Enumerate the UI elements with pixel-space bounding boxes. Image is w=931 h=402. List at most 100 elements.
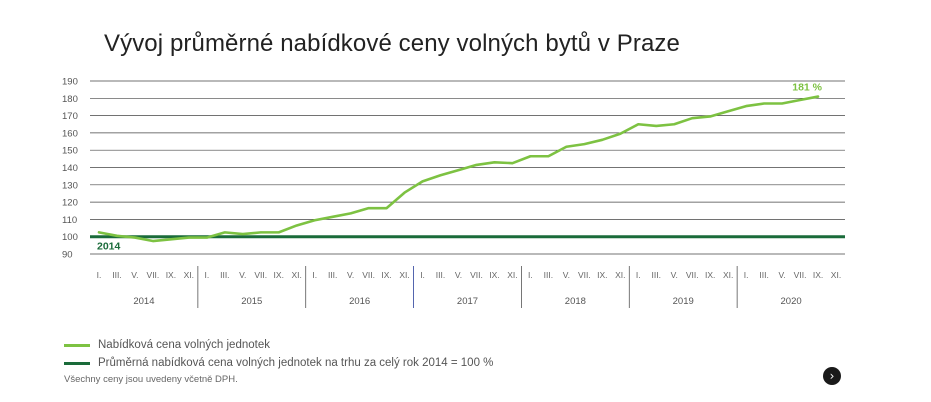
y-tick-label: 110: [62, 215, 77, 226]
x-tick-label: I.: [528, 270, 533, 280]
data-point: [817, 95, 819, 98]
x-tick-label: I.: [636, 270, 641, 280]
data-point: [331, 215, 334, 218]
data-point: [655, 125, 658, 127]
data-point: [385, 207, 388, 210]
data-point: [134, 236, 136, 239]
x-tick-label: XI.: [399, 270, 409, 280]
x-tick-label: IX.: [813, 270, 823, 280]
year-label: 2020: [781, 296, 802, 307]
x-tick-label: I.: [97, 270, 102, 280]
x-tick-label: XI.: [507, 270, 517, 280]
data-point: [367, 207, 370, 210]
x-tick-label: I.: [204, 270, 209, 280]
x-tick-label: V.: [455, 270, 462, 280]
x-tick-label: IX.: [381, 270, 391, 280]
legend-swatch-offer-price: [64, 343, 90, 347]
x-tick-label: VII.: [147, 270, 160, 280]
x-tick-label: VII.: [794, 270, 807, 280]
chevron-right-icon: ›: [829, 369, 835, 383]
x-tick-label: IX.: [489, 270, 499, 280]
y-tick-label: 170: [62, 111, 78, 122]
y-tick-label: 150: [62, 146, 78, 157]
x-tick-label: III.: [759, 270, 768, 280]
x-tick-label: IX.: [705, 270, 715, 280]
data-point: [601, 138, 604, 141]
year-label: 2016: [349, 296, 370, 307]
y-tick-label: 140: [62, 163, 78, 174]
x-tick-label: V.: [239, 270, 246, 280]
data-point: [259, 231, 262, 234]
data-point: [152, 240, 154, 242]
data-point: [619, 132, 622, 135]
x-tick-label: I.: [420, 270, 425, 280]
x-tick-label: VII.: [470, 270, 483, 280]
data-point: [277, 231, 280, 234]
x-tick-label: I.: [744, 270, 749, 280]
x-tick-label: VII.: [578, 270, 591, 280]
data-point: [709, 115, 712, 118]
x-tick-label: III.: [112, 270, 121, 280]
data-point: [116, 234, 118, 237]
x-tick-label: V.: [131, 270, 138, 280]
chart-title: Vývoj průměrné nabídkové ceny volných by…: [104, 30, 680, 57]
data-point: [349, 212, 352, 215]
x-tick-label: V.: [563, 270, 570, 280]
legend-item-baseline: Průměrná nabídková cena volných jednotek…: [64, 354, 493, 372]
year-label: 2014: [133, 296, 154, 307]
y-tick-label: 190: [62, 77, 78, 88]
x-tick-label: VII.: [686, 270, 699, 280]
legend-swatch-baseline: [64, 361, 90, 365]
data-point: [403, 191, 406, 194]
legend-label-baseline: Průměrná nabídková cena volných jednotek…: [98, 357, 494, 369]
data-point: [547, 155, 550, 158]
x-tick-label: III.: [436, 270, 445, 280]
legend-item-offer-price: Nabídková cena volných jednotek: [64, 336, 493, 354]
next-button[interactable]: ›: [823, 367, 841, 385]
year-label: 2015: [241, 296, 262, 307]
data-point: [98, 231, 100, 234]
data-point: [781, 102, 783, 105]
data-point: [565, 145, 568, 148]
x-tick-label: I.: [312, 270, 317, 280]
y-tick-label: 120: [62, 198, 78, 209]
y-tick-label: 160: [62, 128, 78, 139]
data-point: [475, 164, 478, 166]
x-tick-label: XI.: [615, 270, 625, 280]
x-tick-label: IX.: [597, 270, 607, 280]
y-tick-label: 100: [62, 232, 78, 243]
x-tick-label: XI.: [723, 270, 733, 280]
baseline-label: 2014: [97, 241, 121, 253]
year-label: 2018: [565, 296, 586, 307]
data-point: [493, 161, 496, 164]
year-label: 2017: [457, 296, 478, 307]
y-tick-label: 130: [62, 180, 78, 191]
y-tick-label: 90: [62, 250, 73, 261]
x-tick-label: IX.: [274, 270, 284, 280]
data-point: [421, 180, 424, 183]
data-point: [529, 155, 532, 158]
legend-label-offer-price: Nabídková cena volných jednotek: [98, 339, 270, 351]
data-point: [313, 219, 316, 222]
data-point: [457, 169, 460, 171]
vat-note: Všechny ceny jsou uvedeny včetně DPH.: [64, 374, 238, 385]
data-point: [763, 102, 766, 105]
year-label: 2019: [673, 296, 694, 307]
x-tick-label: III.: [220, 270, 229, 280]
x-tick-label: XI.: [292, 270, 302, 280]
x-tick-label: VII.: [362, 270, 375, 280]
data-point: [169, 238, 172, 241]
data-point: [511, 162, 514, 165]
x-tick-label: VII.: [254, 270, 267, 280]
data-point: [745, 105, 748, 107]
x-tick-label: IX.: [166, 270, 176, 280]
data-point: [439, 174, 442, 177]
x-tick-label: V.: [347, 270, 354, 280]
data-point: [223, 231, 226, 234]
data-point: [583, 143, 586, 146]
x-tick-label: V.: [778, 270, 785, 280]
y-tick-label: 180: [62, 94, 78, 105]
x-tick-label: III.: [328, 270, 337, 280]
x-tick-label: XI.: [184, 270, 194, 280]
end-value-label: 181 %: [792, 82, 822, 94]
